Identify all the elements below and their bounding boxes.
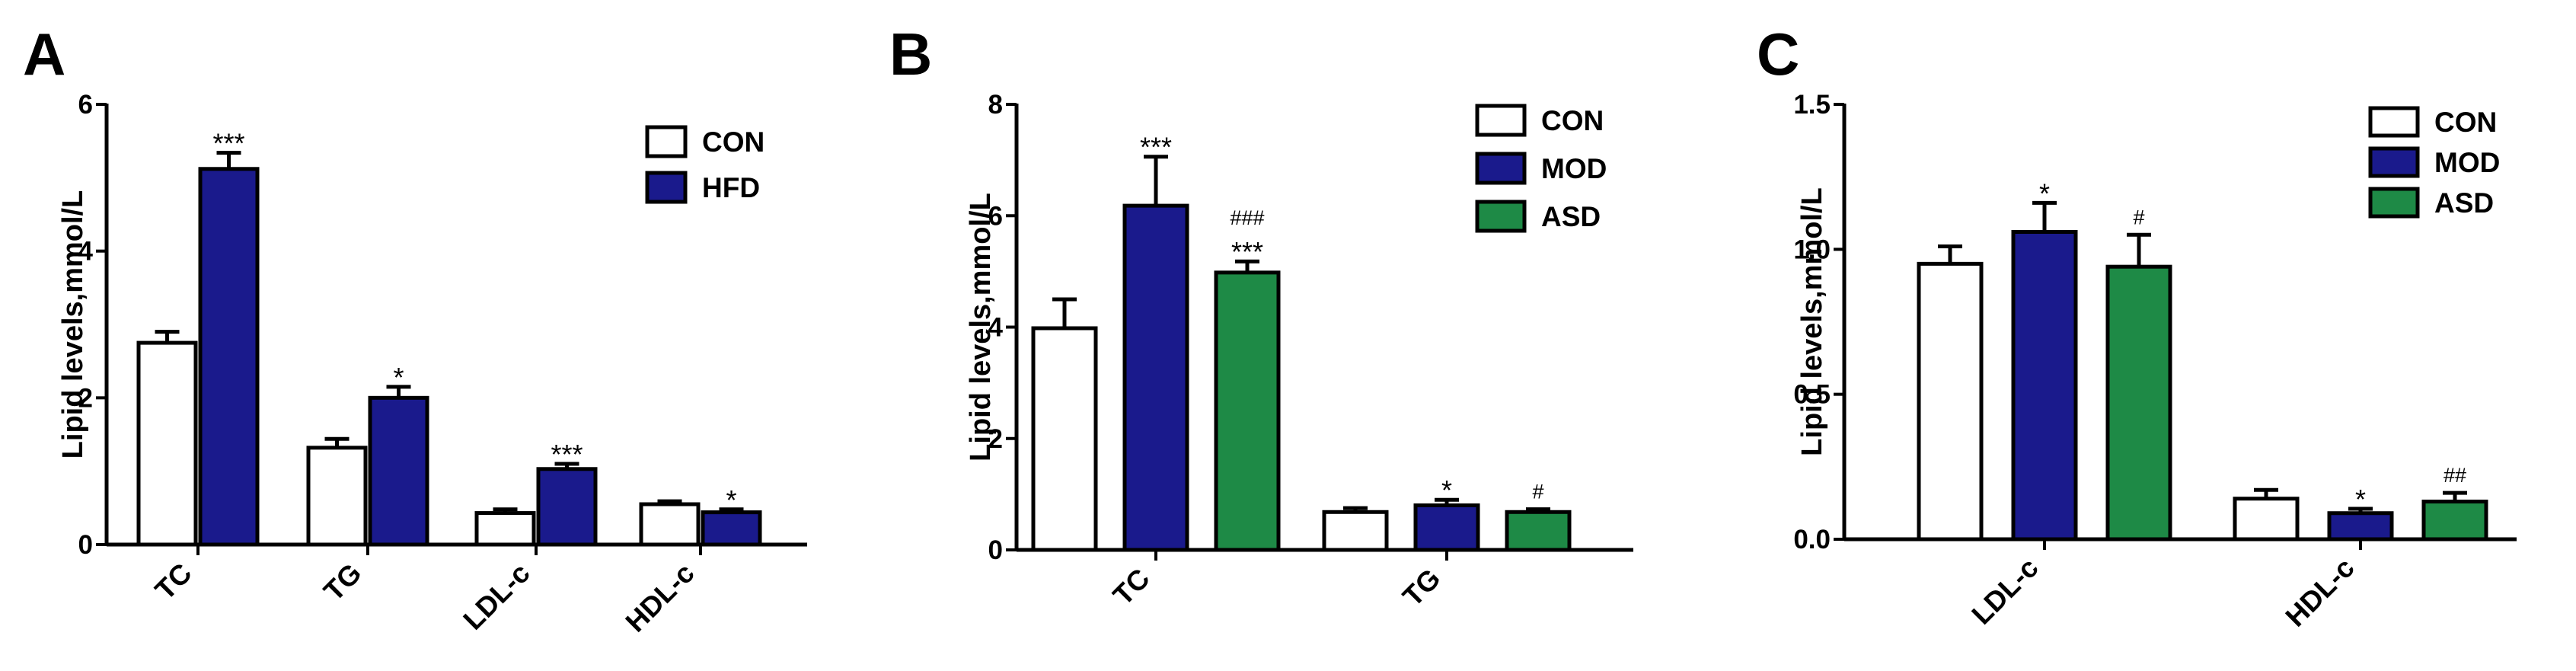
significance-mod-hdl-c: *: [2355, 484, 2366, 515]
bar-asd-tc: [1214, 270, 1281, 552]
legend-label-con: CON: [1541, 105, 1604, 136]
bar-con-tc: [1031, 326, 1098, 552]
significance-asd-ldl-c: #: [2133, 206, 2144, 228]
bar-mod-tg: [1413, 503, 1480, 552]
bar-hfd-tc: [198, 167, 260, 547]
y-tick-label: 0.5: [1793, 380, 1831, 410]
bar-mod-ldl-c: [2011, 229, 2078, 542]
panel-c: C 0.0 0.5 1.0 1.5 Lipid levels,mmol/L LDL-c * # H…: [1757, 21, 2517, 633]
x-tick-label-ldl-c: LDL-c: [458, 558, 536, 636]
legend-label-asd: ASD: [2434, 187, 2494, 219]
significance-asd-tc: ###: [1230, 206, 1264, 229]
legend-swatch-mod: [2368, 146, 2420, 178]
bar-hfd-ldl-c: [536, 467, 598, 547]
significance-asd-hdl-c: ##: [2444, 464, 2466, 487]
bar-con-hdl-c: [2233, 497, 2300, 542]
legend-swatch-mod: [1475, 152, 1527, 185]
legend-label-hfd: HFD: [702, 172, 760, 203]
panel-b: B 0 2 4 6 8 Lipid levels,mmol/L TC *** *** ### TG * #…: [889, 21, 1633, 612]
bar-con-ldl-c: [474, 511, 536, 547]
significance-asd-tc: ***: [1231, 236, 1263, 267]
bar-mod-tc: [1122, 203, 1189, 552]
significance-hfd-ldl-c: ***: [551, 439, 583, 470]
y-tick-label: 0: [988, 535, 1003, 565]
panel-a-y-axis-label: Lipid levels,mmol/L: [57, 190, 89, 459]
legend-swatch-con: [2368, 106, 2420, 138]
legend-swatch-asd: [1475, 200, 1527, 233]
y-tick-label: 0: [78, 530, 93, 560]
x-tick-label-tc: TC: [1107, 563, 1156, 612]
bar-asd-tg: [1505, 510, 1572, 552]
y-tick-label: 6: [988, 201, 1003, 231]
significance-mod-tg: *: [1441, 474, 1452, 506]
significance-mod-ldl-c: *: [2039, 177, 2050, 209]
significance-mod-tc: ***: [1140, 132, 1172, 163]
legend-label-con: CON: [2434, 107, 2497, 138]
panel-b-y-axis-label: Lipid levels,mmol/L: [965, 193, 997, 462]
y-tick-label: 1.5: [1793, 90, 1831, 120]
y-tick-label: 6: [78, 90, 93, 120]
legend-label-con: CON: [702, 126, 765, 158]
bar-con-tg: [306, 446, 368, 547]
y-tick-label: 0.0: [1793, 525, 1831, 554]
legend-label-asd: ASD: [1541, 201, 1601, 232]
bar-con-hdl-c: [639, 502, 701, 547]
legend-label-mod: MOD: [2434, 147, 2500, 178]
legend-label-mod: MOD: [1541, 153, 1607, 184]
y-tick-label: 2: [78, 383, 93, 413]
bar-con-tg: [1322, 510, 1389, 552]
legend-swatch-con: [645, 125, 688, 158]
legend-swatch-con: [1475, 104, 1527, 137]
x-tick-label-hdl-c: HDL-c: [620, 558, 701, 638]
x-tick-label-tc: TC: [149, 558, 198, 606]
significance-hfd-hdl-c: *: [726, 484, 736, 516]
panel-c-letter: C: [1757, 21, 1799, 88]
bar-hfd-tg: [368, 395, 429, 547]
bar-hfd-hdl-c: [701, 510, 762, 547]
panel-c-y-axis-label: Lipid levels,mmol/L: [1796, 187, 1828, 456]
legend-swatch-hfd: [645, 171, 688, 204]
y-tick-label: 4: [78, 237, 94, 267]
y-tick-label: 1.0: [1793, 235, 1831, 264]
panel-a-letter: A: [23, 21, 65, 88]
bar-mod-hdl-c: [2327, 511, 2394, 542]
x-tick-label-tg: TG: [318, 558, 367, 607]
x-tick-label-tg: TG: [1397, 563, 1446, 612]
y-tick-label: 2: [988, 424, 1003, 454]
panel-b-letter: B: [889, 21, 932, 88]
y-tick-label: 8: [988, 90, 1003, 120]
significance-hfd-tc: ***: [212, 128, 244, 159]
y-tick-label: 4: [988, 313, 1004, 343]
significance-hfd-tg: *: [393, 362, 404, 393]
bar-asd-hdl-c: [2421, 500, 2488, 542]
bar-con-ldl-c: [1917, 261, 1984, 542]
legend-swatch-asd: [2368, 187, 2420, 219]
x-tick-label-hdl-c: HDL-c: [2280, 552, 2361, 633]
bar-asd-ldl-c: [2105, 264, 2172, 542]
bar-con-tc: [136, 340, 198, 547]
x-tick-label-ldl-c: LDL-c: [1966, 552, 2045, 631]
significance-asd-tg: #: [1532, 481, 1543, 503]
